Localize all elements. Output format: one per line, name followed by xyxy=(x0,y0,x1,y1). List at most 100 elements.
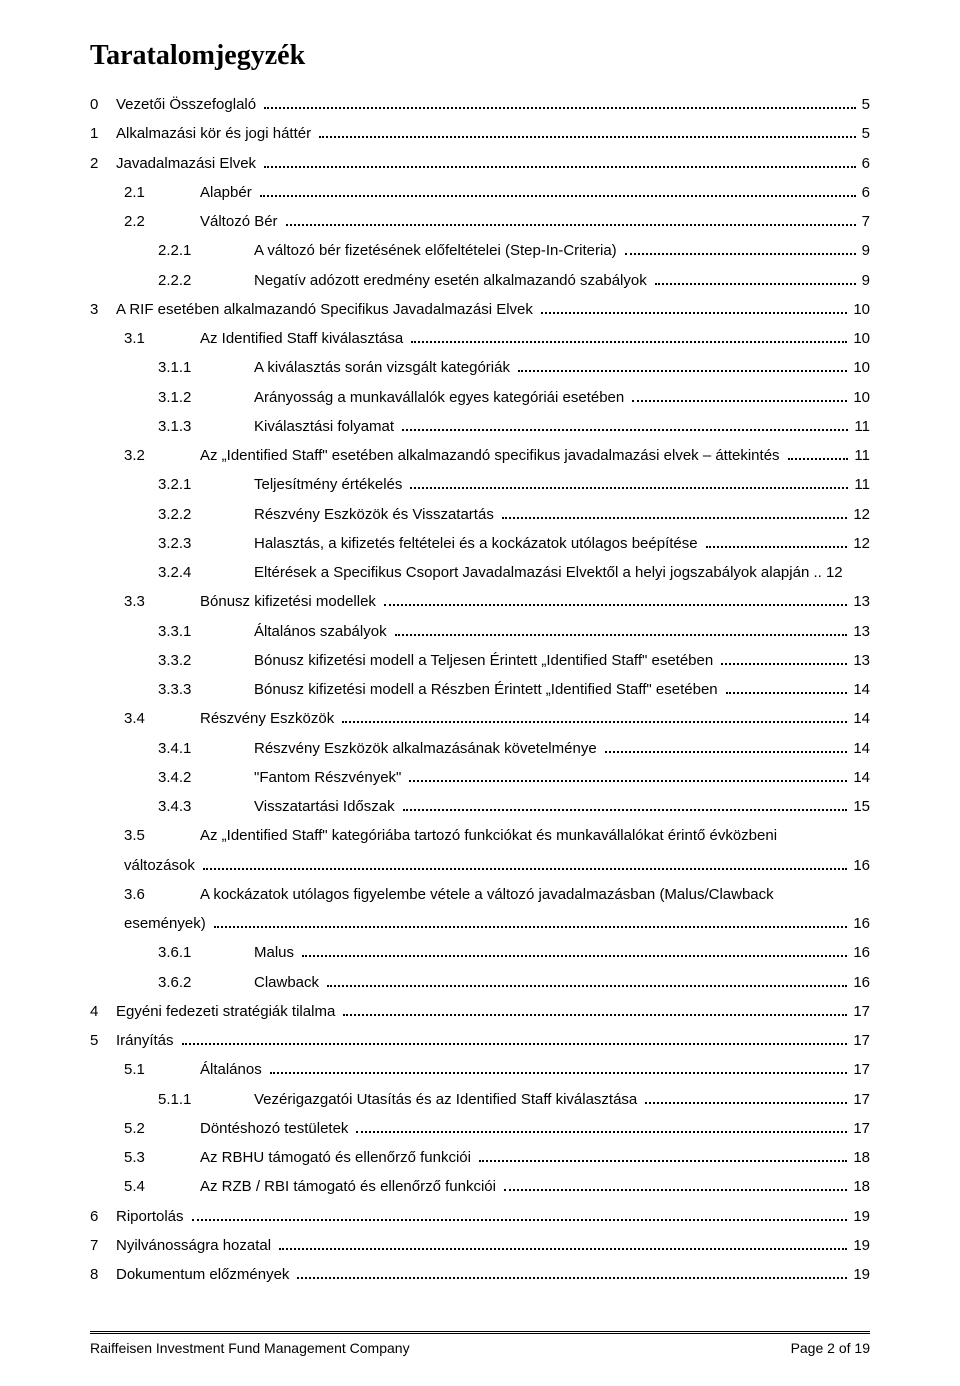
toc-number: 3.3.1 xyxy=(158,617,254,646)
toc-leader-dots xyxy=(270,1062,848,1074)
toc-number: 5.4 xyxy=(124,1172,200,1201)
toc-leader-dots xyxy=(504,1179,847,1191)
toc-entry: 2.1Alapbér6 xyxy=(90,178,870,207)
toc-label: A kockázatok utólagos figyelembe vétele … xyxy=(200,880,778,909)
toc-label: Vezérigazgatói Utasítás és az Identified… xyxy=(254,1085,641,1114)
toc-label: Döntéshozó testületek xyxy=(200,1114,352,1143)
toc-label: A RIF esetében alkalmazandó Specifikus J… xyxy=(116,295,537,324)
toc-entry: 7Nyilvánosságra hozatal19 xyxy=(90,1231,870,1260)
toc-leader-dots xyxy=(356,1121,847,1133)
toc-label: Bónusz kifizetési modell a Teljesen Érin… xyxy=(254,646,717,675)
toc-entry: 3.1.1A kiválasztás során vizsgált kategó… xyxy=(90,353,870,382)
toc-page-number: 18 xyxy=(851,1143,870,1172)
toc-leader-dots xyxy=(410,477,848,489)
toc-label: változások xyxy=(124,851,199,880)
toc-page-number: 19 xyxy=(851,1231,870,1260)
toc-label: Malus xyxy=(254,938,298,967)
toc-leader-dots xyxy=(342,711,847,723)
toc-number: 3.4.1 xyxy=(158,734,254,763)
toc-leader-dots xyxy=(625,243,856,255)
toc-label: Az Identified Staff kiválasztása xyxy=(200,324,407,353)
toc-page-number: 10 xyxy=(851,295,870,324)
toc-entry-line1: 3.5Az „Identified Staff" kategóriába tar… xyxy=(90,821,870,850)
toc-page-number: 12 xyxy=(826,564,843,581)
toc-number: 6 xyxy=(90,1202,116,1231)
toc-number: 5.3 xyxy=(124,1143,200,1172)
toc-leader-dots xyxy=(788,448,849,460)
toc-leader-dots xyxy=(479,1150,847,1162)
toc-label: Az „Identified Staff" kategóriába tartoz… xyxy=(200,821,781,850)
toc-leader-dots xyxy=(286,214,856,226)
toc-leader-dots xyxy=(541,302,847,314)
toc-entry: 3.2.1Teljesítmény értékelés11 xyxy=(90,470,870,499)
toc-page-number: 5 xyxy=(860,90,870,119)
toc-page-number: 16 xyxy=(851,968,870,997)
toc-label: Részvény Eszközök xyxy=(200,704,338,733)
toc-leader-dots xyxy=(297,1267,847,1279)
toc-label: Az „Identified Staff" esetében alkalmaza… xyxy=(200,441,784,470)
toc-page-number: 6 xyxy=(860,149,870,178)
toc-leader-dots xyxy=(632,390,847,402)
toc-entry: 3A RIF esetében alkalmazandó Specifikus … xyxy=(90,295,870,324)
toc-page-number: 13 xyxy=(851,587,870,616)
toc-leader-dots xyxy=(502,507,847,519)
toc-entry: 2.2.2Negatív adózott eredmény esetén alk… xyxy=(90,266,870,295)
toc-entry: 5.1.1Vezérigazgatói Utasítás és az Ident… xyxy=(90,1085,870,1114)
toc-number: 3.5 xyxy=(124,821,200,850)
toc-leader-dots xyxy=(384,594,847,606)
toc-entry: 3.4.2"Fantom Részvények"14 xyxy=(90,763,870,792)
toc-number: 3.6.1 xyxy=(158,938,254,967)
toc-number: 5.1.1 xyxy=(158,1085,254,1114)
toc-page-number: 9 xyxy=(860,266,870,295)
toc-entry: 3.4Részvény Eszközök14 xyxy=(90,704,870,733)
toc-leader-dots xyxy=(605,741,848,753)
toc-number: 3.2.4 xyxy=(158,558,254,587)
toc-page-number: 11 xyxy=(852,470,870,499)
toc-entry: 5.2Döntéshozó testületek 17 xyxy=(90,1114,870,1143)
toc-entry: 3.3.3Bónusz kifizetési modell a Részben … xyxy=(90,675,870,704)
toc-leader-dots xyxy=(264,97,856,109)
toc-page-number: 17 xyxy=(851,1114,870,1143)
toc-number: 7 xyxy=(90,1231,116,1260)
toc-entry: 3.6.2Clawback16 xyxy=(90,968,870,997)
toc-label: Az RZB / RBI támogató és ellenőrző funkc… xyxy=(200,1172,500,1201)
toc-leader-dots xyxy=(655,273,856,285)
toc-leader-dots xyxy=(319,126,856,138)
toc-entry: 2.2.1A változó bér fizetésének előfeltét… xyxy=(90,236,870,265)
toc-number: 3.2 xyxy=(124,441,200,470)
toc-entry-line2: események)16 xyxy=(90,909,870,938)
toc-leader-dots xyxy=(203,858,847,870)
toc-number: 5.2 xyxy=(124,1114,200,1143)
toc-entry: 5.1Általános17 xyxy=(90,1055,870,1084)
toc-entry: 3.4.3Visszatartási Időszak15 xyxy=(90,792,870,821)
toc-number: 3 xyxy=(90,295,116,324)
toc-entry: 3.1.2Arányosság a munkavállalók egyes ka… xyxy=(90,383,870,412)
toc-leader-dots xyxy=(518,360,847,372)
toc-page-number: 14 xyxy=(851,763,870,792)
toc-leader-dots xyxy=(403,799,848,811)
toc-entry: 8Dokumentum előzmények19 xyxy=(90,1260,870,1289)
page-title: Taratalomjegyzék xyxy=(90,40,870,72)
toc-number: 3.1.3 xyxy=(158,412,254,441)
toc-leader-dots xyxy=(411,331,847,343)
toc-entry: 3.6A kockázatok utólagos figyelembe véte… xyxy=(90,880,870,939)
toc-number: 3.1.2 xyxy=(158,383,254,412)
toc-number: 3.4 xyxy=(124,704,200,733)
toc-entry: 3.3.2Bónusz kifizetési modell a Teljesen… xyxy=(90,646,870,675)
footer-rule xyxy=(90,1331,870,1334)
toc-page-number: 19 xyxy=(851,1260,870,1289)
toc-page-number: 11 xyxy=(852,412,870,441)
toc-page-number: 17 xyxy=(851,997,870,1026)
toc-entry: 3.2Az „Identified Staff" esetében alkalm… xyxy=(90,441,870,470)
document-page: Taratalomjegyzék 0Vezetői Összefoglaló51… xyxy=(0,0,960,1386)
toc-page-number: 5 xyxy=(860,119,870,148)
toc-page-number: 18 xyxy=(851,1172,870,1201)
toc-entry: 3.5Az „Identified Staff" kategóriába tar… xyxy=(90,821,870,880)
toc-label: Változó Bér xyxy=(200,207,282,236)
toc-entry: 3.2.4Eltérések a Specifikus Csoport Java… xyxy=(90,558,870,587)
toc-label: Eltérések a Specifikus Csoport Javadalma… xyxy=(254,564,809,581)
toc-number: 8 xyxy=(90,1260,116,1289)
toc-page-number: 16 xyxy=(851,909,870,938)
toc-number: 3.3 xyxy=(124,587,200,616)
toc-leader-dots xyxy=(327,975,847,987)
